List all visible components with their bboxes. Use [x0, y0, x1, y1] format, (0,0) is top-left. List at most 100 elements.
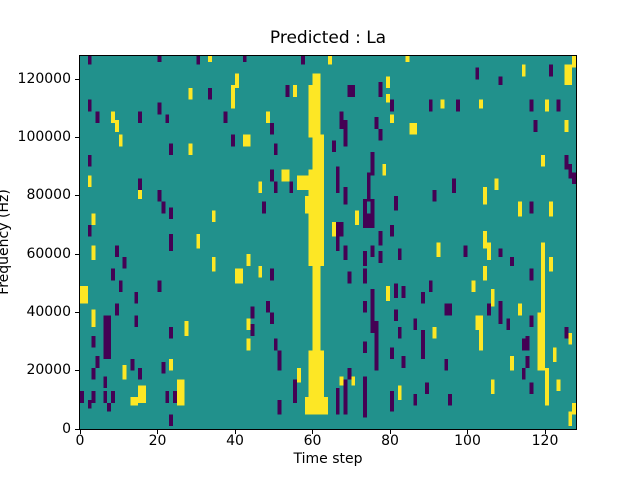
- heatmap-cell-low: [134, 315, 139, 328]
- heatmap-cell-low: [273, 143, 278, 156]
- heatmap-canvas: [80, 56, 576, 429]
- heatmap-cell-low: [331, 140, 336, 153]
- x-tick-label: 60: [303, 433, 322, 449]
- heatmap-cell-low: [374, 117, 379, 129]
- heatmap-cell-low: [347, 271, 352, 284]
- heatmap-cell-low: [262, 201, 266, 214]
- heatmap-cell-high: [413, 123, 418, 132]
- heatmap-cell-low: [335, 222, 344, 237]
- heatmap-cell-high: [246, 338, 251, 351]
- heatmap-cell-high: [390, 114, 394, 124]
- x-tick-mark: [544, 430, 546, 434]
- heatmap-cell-low: [122, 257, 127, 269]
- heatmap-cell-low: [529, 268, 534, 281]
- heatmap-cell-low: [498, 76, 503, 86]
- heatmap-cell-low: [157, 190, 162, 202]
- heatmap-cell-low: [393, 283, 398, 298]
- heatmap-cell-low: [572, 172, 576, 185]
- x-tick-label: 0: [75, 433, 85, 449]
- heatmap-cell-low: [463, 245, 468, 258]
- heatmap-cell-high: [207, 56, 212, 62]
- heatmap-cell-low: [80, 391, 84, 403]
- heatmap-cell-high: [386, 286, 390, 301]
- heatmap-cell-high: [486, 242, 491, 260]
- heatmap-cell-low: [370, 289, 375, 333]
- heatmap-cell-high: [87, 175, 92, 188]
- heatmap-cell-high: [188, 143, 193, 156]
- plot-area: [79, 55, 577, 430]
- heatmap-cell-low: [455, 99, 460, 112]
- heatmap-cell-high: [564, 120, 569, 132]
- heatmap-cell-high: [475, 315, 483, 330]
- heatmap-cell-low: [266, 300, 270, 313]
- heatmap-cell-low: [130, 359, 135, 371]
- heatmap-cell-high: [548, 257, 553, 272]
- heatmap-cell-high: [483, 265, 487, 281]
- heatmap-cell-high: [118, 134, 123, 147]
- heatmap-cell-high: [258, 265, 263, 278]
- heatmap-cell-high: [568, 411, 573, 427]
- heatmap-cell-low: [161, 361, 166, 374]
- heatmap-cell-low: [397, 327, 402, 339]
- heatmap-cell-high: [281, 169, 290, 182]
- heatmap-cell-high: [382, 163, 387, 176]
- heatmap-cell-high: [312, 262, 321, 354]
- heatmap-cell-high: [188, 88, 193, 100]
- heatmap-cell-low: [521, 367, 526, 380]
- heatmap-cell-low: [347, 367, 352, 380]
- heatmap-cell-high: [490, 379, 495, 395]
- heatmap-cell-low: [347, 85, 356, 97]
- heatmap-cell-low: [556, 99, 561, 112]
- heatmap-cell-low: [378, 251, 383, 263]
- heatmap-cell-low: [413, 394, 418, 406]
- heatmap-cell-low: [370, 152, 375, 176]
- heatmap-cell-high: [138, 190, 142, 199]
- x-tick-mark: [467, 430, 468, 434]
- heatmap-cell-high: [297, 367, 301, 383]
- heatmap-cell-low: [343, 245, 348, 260]
- heatmap-cell-high: [246, 318, 251, 330]
- heatmap-cell-low: [273, 181, 278, 193]
- heatmap-cell-low: [362, 213, 375, 228]
- heatmap-cell-low: [157, 56, 162, 62]
- heatmap-cell-low: [103, 391, 108, 403]
- heatmap-cell-low: [87, 399, 92, 409]
- y-tick-mark: [75, 137, 79, 139]
- heatmap-cell-low: [269, 123, 274, 135]
- heatmap-cell-high: [355, 210, 359, 226]
- heatmap-cell-high: [517, 201, 522, 217]
- x-tick-mark: [234, 430, 236, 434]
- heatmap-cell-high: [91, 245, 96, 260]
- heatmap-cell-high: [122, 364, 127, 380]
- heatmap-cell-low: [103, 376, 108, 389]
- heatmap-cell-low: [114, 245, 119, 258]
- heatmap-cell-low: [273, 338, 278, 351]
- heatmap-cell-low: [114, 303, 119, 316]
- heatmap-cell-low: [444, 359, 449, 371]
- heatmap-cell-low: [568, 163, 573, 179]
- heatmap-cell-high: [548, 201, 553, 217]
- heatmap-cell-low: [533, 120, 538, 132]
- heatmap-cell-low: [421, 329, 425, 360]
- heatmap-cell-high: [521, 64, 526, 77]
- heatmap-cell-low: [169, 233, 173, 252]
- heatmap-cell-low: [529, 382, 534, 395]
- heatmap-cell-high: [556, 379, 561, 392]
- heatmap-cell-high: [351, 376, 356, 386]
- heatmap-cell-low: [293, 379, 297, 403]
- heatmap-cell-low: [269, 268, 274, 281]
- heatmap-cell-low: [87, 155, 92, 167]
- heatmap-cell-high: [572, 56, 576, 68]
- heatmap-cell-low: [564, 155, 569, 170]
- heatmap-cell-low: [343, 379, 348, 415]
- heatmap-cell-high: [568, 332, 573, 345]
- heatmap-cell-low: [498, 300, 503, 325]
- heatmap-cell-low: [339, 111, 344, 129]
- heatmap-cell-low: [242, 56, 247, 62]
- heatmap-cell-low: [362, 268, 367, 284]
- heatmap-cell-low: [378, 230, 383, 246]
- heatmap-cell-low: [498, 248, 503, 258]
- heatmap-cell-low: [169, 414, 173, 427]
- heatmap-cell-low: [370, 245, 375, 258]
- heatmap-cell-low: [269, 312, 274, 325]
